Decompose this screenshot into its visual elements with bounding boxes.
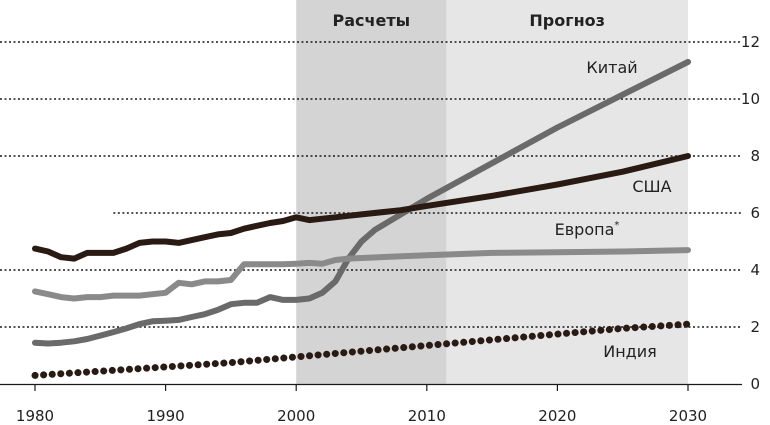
y-tick-label-6: 6 xyxy=(750,204,760,222)
chart-ticks: 1980 1990 2000 2010 2020 2030 0 2 4 6 8 10 12 xyxy=(16,33,760,425)
x-tick-label-2020: 2020 xyxy=(538,407,576,425)
y-tick-label-12: 12 xyxy=(741,33,760,51)
y-tick-label-8: 8 xyxy=(750,147,760,165)
x-tick-label-2010: 2010 xyxy=(408,407,446,425)
series-label-suffix-2: * xyxy=(614,220,619,231)
band-label-1: Прогноз xyxy=(529,11,605,30)
band-label-0: Расчеты xyxy=(332,11,410,30)
x-tick-label-2000: 2000 xyxy=(277,407,315,425)
band-1 xyxy=(446,0,688,384)
series-label-2: Европа* xyxy=(555,220,620,239)
y-tick-label-2: 2 xyxy=(750,318,760,336)
series-label-0: Китай xyxy=(586,58,637,77)
x-tick-label-1980: 1980 xyxy=(16,407,54,425)
series-label-3: Индия xyxy=(603,342,657,361)
series-line-1 xyxy=(32,153,691,262)
y-tick-label-10: 10 xyxy=(741,90,760,108)
series-line-3 xyxy=(31,320,692,379)
x-tick-label-1990: 1990 xyxy=(147,407,185,425)
chart-bands xyxy=(296,0,688,384)
series-label-1: США xyxy=(632,177,671,196)
chart-labels: Расчеты Прогноз Китай США Европа* Индия xyxy=(332,11,671,361)
y-tick-label-4: 4 xyxy=(750,261,760,279)
series-line-2 xyxy=(32,247,691,302)
y-tick-label-0: 0 xyxy=(750,375,760,393)
chart-series xyxy=(31,58,692,379)
x-tick-label-2030: 2030 xyxy=(669,407,707,425)
band-0 xyxy=(296,0,447,384)
